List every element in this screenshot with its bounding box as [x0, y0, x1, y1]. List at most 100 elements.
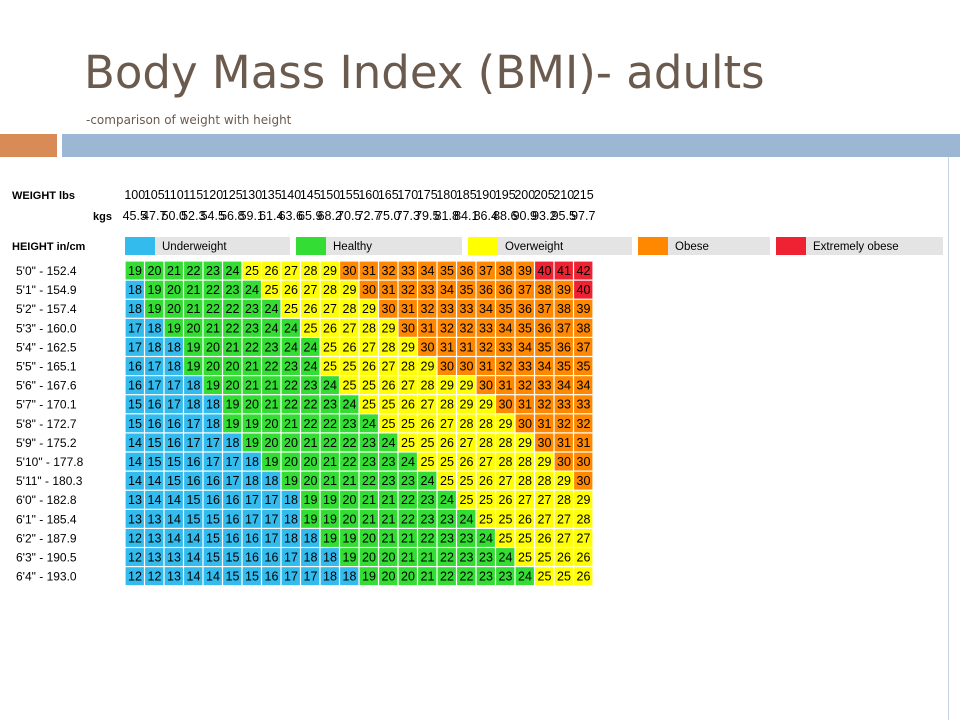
- bmi-value: 21: [187, 283, 201, 297]
- bmi-value: 19: [245, 417, 259, 431]
- bmi-cell: [379, 529, 398, 547]
- bmi-cell: [203, 280, 222, 299]
- bmi-cell: [457, 490, 476, 509]
- bmi-value: 19: [343, 531, 357, 545]
- bmi-value: 30: [362, 283, 376, 297]
- bmi-cell: [262, 261, 281, 280]
- bmi-cell: [457, 509, 476, 528]
- bmi-cell: [574, 452, 593, 471]
- bmi-cell: [145, 529, 164, 547]
- bmi-cell: [223, 452, 242, 471]
- bmi-cell: [359, 567, 378, 586]
- bmi-value: 19: [304, 493, 318, 507]
- bmi-cell: [437, 318, 456, 337]
- bmi-value: 33: [401, 264, 415, 278]
- bmi-cell: [125, 490, 144, 509]
- bmi-cell: [535, 395, 554, 414]
- bmi-cell: [164, 318, 183, 337]
- bmi-value: 34: [421, 264, 435, 278]
- bmi-value: 22: [304, 398, 318, 412]
- bmi-cell: [535, 471, 554, 490]
- bmi-value: 25: [421, 455, 435, 469]
- bmi-value: 33: [479, 321, 493, 335]
- bmi-value: 31: [499, 379, 513, 393]
- bmi-cell: [203, 414, 222, 433]
- bmi-cell: [125, 567, 144, 586]
- bmi-cell: [359, 452, 378, 471]
- bmi-value: 25: [518, 531, 532, 545]
- bmi-value: 25: [343, 360, 357, 374]
- bmi-cell: [359, 490, 378, 509]
- bmi-value: 29: [343, 283, 357, 297]
- bmi-value: 17: [265, 512, 279, 526]
- bmi-value: 28: [323, 283, 337, 297]
- bmi-value: 26: [460, 455, 474, 469]
- bmi-cell: [379, 433, 398, 452]
- bmi-value: 26: [343, 340, 357, 354]
- bmi-cell: [203, 452, 222, 471]
- bmi-value: 19: [265, 455, 279, 469]
- bmi-cell: [437, 357, 456, 375]
- bmi-value: 25: [499, 512, 513, 526]
- bmi-cell: [184, 299, 203, 318]
- bmi-cell: [203, 318, 222, 337]
- weight-lbs-label: 205: [534, 188, 555, 202]
- bmi-value: 17: [128, 321, 142, 335]
- bmi-cell: [379, 452, 398, 471]
- bmi-cell: [242, 509, 261, 528]
- bmi-cell: [223, 433, 242, 452]
- bmi-value: 18: [187, 379, 201, 393]
- bmi-value: 31: [440, 340, 454, 354]
- bmi-value: 22: [440, 570, 454, 584]
- weight-lbs-label: 120: [202, 188, 223, 202]
- legend-label-background: [326, 237, 462, 255]
- bmi-value: 29: [401, 340, 415, 354]
- bmi-cell: [359, 529, 378, 547]
- legend-label: Underweight: [162, 241, 227, 253]
- bmi-value: 30: [499, 398, 513, 412]
- bmi-value: 19: [226, 398, 240, 412]
- bmi-value: 26: [577, 570, 591, 584]
- bmi-value: 22: [323, 417, 337, 431]
- bmi-value: 30: [577, 455, 591, 469]
- weight-kgs-label: 61.4: [259, 209, 283, 223]
- bmi-cell: [281, 452, 300, 471]
- bmi-cell: [320, 299, 339, 318]
- bmi-value: 18: [265, 474, 279, 488]
- bmi-value: 27: [557, 512, 571, 526]
- bmi-cell: [535, 376, 554, 395]
- bmi-cell: [535, 433, 554, 452]
- bmi-value: 15: [206, 512, 220, 526]
- bmi-value: 21: [382, 493, 396, 507]
- bmi-cell: [203, 567, 222, 586]
- weight-lbs-label: 185: [456, 188, 477, 202]
- bmi-cell: [437, 490, 456, 509]
- bmi-cell: [242, 395, 261, 414]
- bmi-cell: [203, 395, 222, 414]
- bmi-value: 26: [577, 551, 591, 565]
- bmi-value: 17: [187, 436, 201, 450]
- bmi-value: 32: [479, 340, 493, 354]
- bmi-value: 25: [440, 474, 454, 488]
- bmi-value: 21: [362, 493, 376, 507]
- bmi-cell: [145, 567, 164, 586]
- bmi-cell: [281, 567, 300, 586]
- bmi-cell: [418, 261, 437, 280]
- bmi-cell: [125, 376, 144, 395]
- bmi-value: 25: [323, 340, 337, 354]
- bmi-value: 20: [401, 570, 415, 584]
- bmi-cell: [476, 414, 495, 433]
- height-label: 5'3" - 160.0: [16, 321, 77, 335]
- bmi-cell: [535, 338, 554, 356]
- bmi-cell: [301, 471, 320, 490]
- bmi-cell: [281, 490, 300, 509]
- bmi-cell: [398, 548, 417, 566]
- bmi-cell: [203, 548, 222, 566]
- bmi-cell: [262, 548, 281, 566]
- bmi-cell: [320, 548, 339, 566]
- bmi-value: 30: [421, 340, 435, 354]
- bmi-value: 21: [187, 302, 201, 316]
- bmi-value: 23: [479, 570, 493, 584]
- bmi-value: 25: [343, 379, 357, 393]
- bmi-value: 27: [304, 283, 318, 297]
